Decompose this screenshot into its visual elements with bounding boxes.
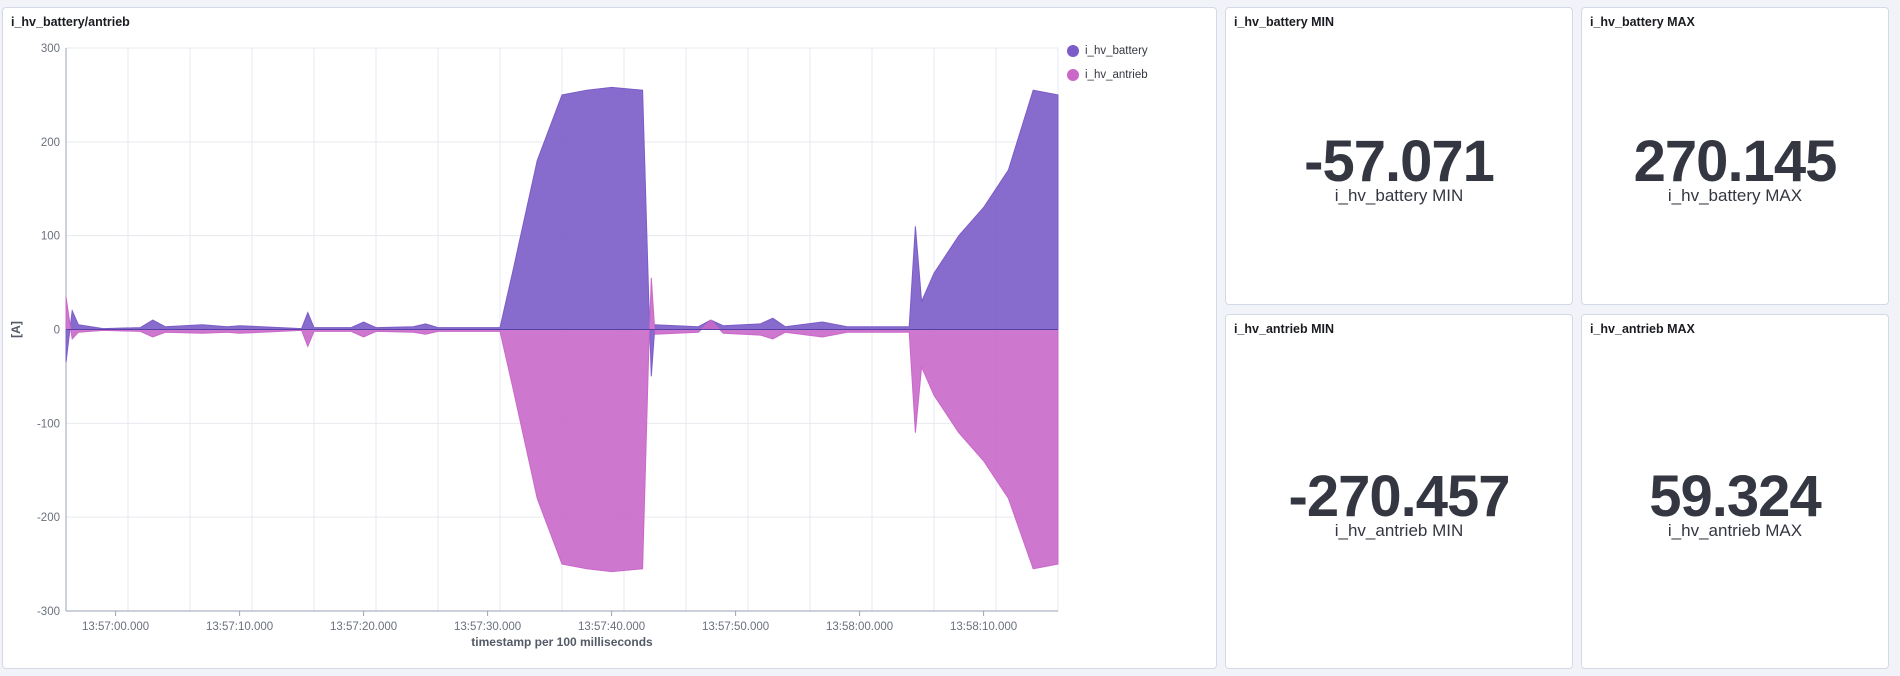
metric-panel-battery-max: i_hv_battery MAX 270.145 i_hv_battery MA… <box>1581 7 1889 305</box>
metric-panel-antrieb-max: i_hv_antrieb MAX 59.324 i_hv_antrieb MAX <box>1581 314 1889 669</box>
series-area-battery <box>65 86 1059 377</box>
x-tick-label: 13:57:00.000 <box>82 621 149 633</box>
legend-item-battery[interactable]: i_hv_battery <box>1085 45 1148 57</box>
x-tick-label: 13:57:20.000 <box>330 621 397 633</box>
area-chart[interactable]: 300 200 100 0 -100 -200 -300 13:57:00.000 13:57:… <box>3 8 1218 670</box>
x-tick-label: 13:57:40.000 <box>578 621 645 633</box>
x-tick-label: 13:58:00.000 <box>826 621 893 633</box>
metric-label: i_hv_battery MIN <box>1334 186 1464 205</box>
metric-label: i_hv_antrieb MIN <box>1334 521 1464 540</box>
legend-swatch-battery <box>1067 45 1079 57</box>
x-axis-title: timestamp per 100 milliseconds <box>471 635 653 649</box>
metric-value: 270.145 <box>1633 129 1838 194</box>
y-tick-label: 200 <box>41 137 60 149</box>
metric-panel-antrieb-min: i_hv_antrieb MIN -270.457 i_hv_antrieb M… <box>1225 314 1573 669</box>
x-tick-label: 13:57:30.000 <box>454 621 521 633</box>
chart-panel: i_hv_battery/antrieb 300 200 100 0 -100 -200 -… <box>2 7 1217 669</box>
series-area-antrieb <box>65 277 1059 573</box>
x-tick-label: 13:57:10.000 <box>206 621 273 633</box>
metric-label: i_hv_battery MAX <box>1667 186 1803 205</box>
y-tick-label: 0 <box>54 325 60 337</box>
metric-panel-title: i_hv_battery MAX <box>1590 15 1695 29</box>
y-tick-label: -100 <box>37 418 60 430</box>
metric-panel-battery-min: i_hv_battery MIN -57.071 i_hv_battery MI… <box>1225 7 1573 305</box>
metric-panel-title: i_hv_antrieb MAX <box>1590 322 1695 336</box>
metric-value: 59.324 <box>1649 464 1821 529</box>
x-tick-label: 13:57:50.000 <box>702 621 769 633</box>
metric-value: -57.071 <box>1304 129 1495 194</box>
y-tick-label: 100 <box>41 231 60 243</box>
metric-label: i_hv_antrieb MAX <box>1667 521 1803 540</box>
y-tick-label: 300 <box>41 43 60 55</box>
metric-panel-title: i_hv_antrieb MIN <box>1234 322 1335 336</box>
metric-value: -270.457 <box>1288 464 1511 529</box>
y-tick-label: -300 <box>37 606 60 618</box>
legend-item-antrieb[interactable]: i_hv_antrieb <box>1085 69 1148 81</box>
metric-panel-title: i_hv_battery MIN <box>1234 15 1335 29</box>
legend-swatch-antrieb <box>1067 69 1079 81</box>
chart-panel-title: i_hv_battery/antrieb <box>11 15 130 29</box>
y-tick-label: -200 <box>37 512 60 524</box>
x-tick-label: 13:58:10.000 <box>950 621 1017 633</box>
y-axis-title: [A] <box>9 321 23 338</box>
